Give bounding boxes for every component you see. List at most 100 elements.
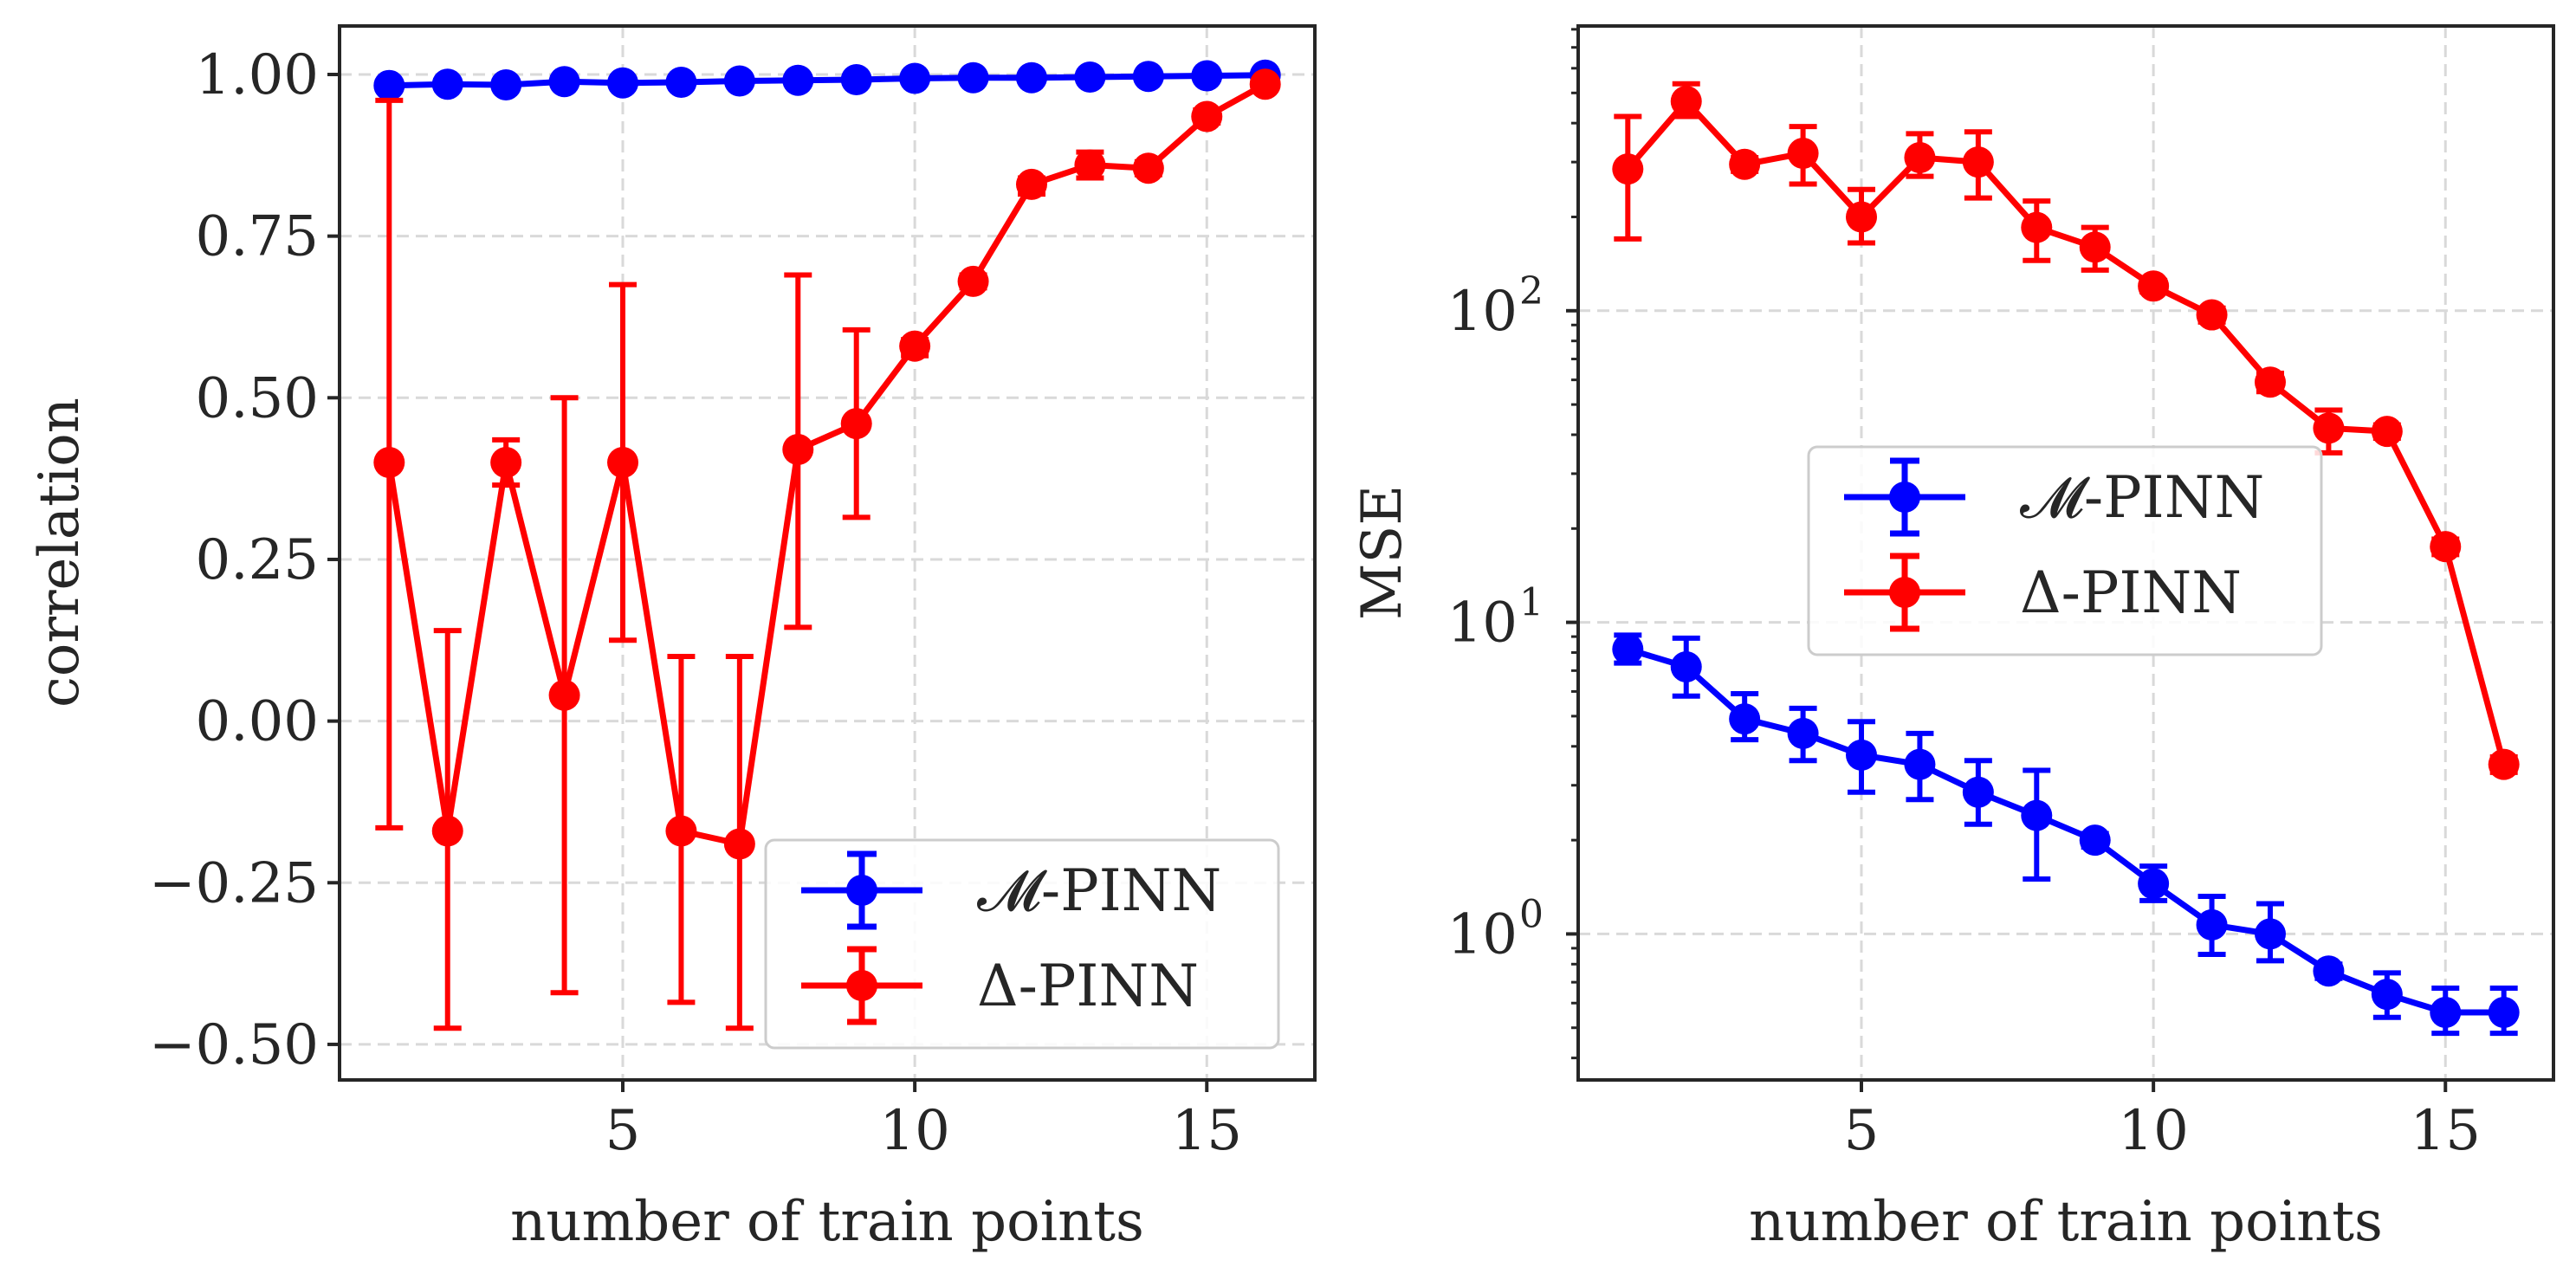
data-point [2313, 412, 2345, 444]
legend-handle-delta-pinn [1844, 553, 1965, 632]
data-point [1015, 61, 1047, 94]
legend-marker [846, 970, 877, 1001]
data-point [490, 68, 522, 100]
y-tick-label: 10 [1447, 902, 1518, 966]
data-point [431, 68, 463, 100]
data-point [1191, 100, 1223, 133]
legend: 𝓜-PINN Δ-PINN [1807, 445, 2323, 656]
legend-handle-delta-pinn [801, 946, 922, 1025]
data-point [373, 69, 405, 101]
x-tick-label: 10 [2118, 1099, 2188, 1163]
data-point [548, 679, 580, 711]
data-point [2430, 531, 2462, 563]
data-point [2254, 366, 2286, 398]
data-point [2488, 997, 2520, 1029]
data-point [1249, 68, 1281, 100]
data-point [840, 408, 872, 440]
data-point [1132, 152, 1164, 184]
data-point [2371, 979, 2403, 1011]
series-line [389, 72, 1265, 89]
data-point [1612, 153, 1644, 185]
series-m-pinn [1612, 632, 2520, 1037]
data-point [2079, 824, 2111, 857]
legend-label-delta-pinn: Δ-PINN [2020, 559, 2242, 626]
data-point [1729, 148, 1761, 180]
data-point [1904, 748, 1936, 780]
data-point [1191, 60, 1223, 92]
axes-frame [338, 24, 1317, 1082]
data-point [723, 828, 755, 860]
y-tick-label: −0.25 [149, 851, 319, 915]
data-point [1787, 717, 1819, 749]
data-point [2021, 211, 2053, 243]
data-point [1904, 142, 1936, 174]
y-tick-exponent: 1 [1519, 581, 1544, 625]
axis-ticks: 5 10 15 1.00 0.75 0.50 0.25 0.00 −0.25 −0.50 [149, 43, 1242, 1163]
y-tick-label: 10 [1447, 592, 1518, 656]
y-tick-label: 0.25 [196, 528, 320, 592]
data-point [2196, 299, 2228, 331]
data-point [957, 61, 989, 94]
data-point [723, 65, 755, 97]
y-tick-label: −0.50 [149, 1013, 319, 1077]
series-delta-pinn [373, 68, 1281, 1031]
data-point [490, 446, 522, 478]
x-tick-label: 15 [2411, 1099, 2481, 1163]
data-point [548, 66, 580, 98]
y-tick-exponent: 2 [1519, 269, 1544, 314]
data-point [782, 434, 814, 466]
data-point [607, 67, 639, 99]
x-axis-label: number of train points [1749, 1190, 2383, 1254]
plot-series [373, 59, 1281, 1031]
plot-series [1612, 81, 2520, 1037]
x-axis-label: number of train points [510, 1190, 1144, 1254]
data-point [2313, 955, 2345, 987]
y-tick-label: 1.00 [196, 43, 320, 107]
data-point [2079, 231, 2111, 263]
legend-marker [846, 875, 877, 906]
data-point [1074, 149, 1106, 181]
legend: 𝓜-PINN Δ-PINN [764, 838, 1280, 1050]
data-point [1787, 138, 1819, 170]
data-point [957, 265, 989, 297]
data-point [2021, 799, 2053, 831]
data-point [665, 66, 697, 98]
data-point [1132, 61, 1164, 93]
data-point [1074, 61, 1106, 93]
legend-handle-m-pinn [801, 850, 922, 930]
data-point [899, 330, 931, 362]
legend-marker [1889, 482, 1920, 513]
series-m-pinn [373, 59, 1281, 101]
data-point [665, 815, 697, 847]
series-line [1627, 646, 2504, 1016]
y-axis-label: correlation [28, 398, 92, 708]
data-point [1846, 201, 1878, 233]
data-point [431, 815, 463, 847]
series-delta-pinn [1612, 81, 2520, 780]
data-point [1962, 146, 1994, 178]
legend-label-m-pinn: 𝓜-PINN [977, 857, 1221, 924]
y-tick-label: 0.00 [196, 690, 320, 754]
x-tick-label: 5 [605, 1099, 641, 1163]
data-point [2196, 908, 2228, 941]
data-point [2138, 868, 2170, 900]
data-point [373, 446, 405, 478]
correlation-chart: 5 10 15 1.00 0.75 0.50 0.25 0.00 −0.25 −0.50 numb… [28, 24, 1317, 1254]
series-line [385, 81, 1267, 847]
data-point [2254, 918, 2286, 950]
axes-frame [1576, 24, 2555, 1082]
y-tick-label: 0.50 [196, 366, 320, 430]
data-point [1015, 168, 1047, 200]
legend-label-m-pinn: 𝓜-PINN [2020, 464, 2264, 531]
data-point [2138, 270, 2170, 302]
data-point [1846, 739, 1878, 771]
data-point [840, 63, 872, 95]
data-point [607, 446, 639, 478]
data-point [782, 64, 814, 96]
x-tick-label: 15 [1172, 1099, 1242, 1163]
data-point [2488, 748, 2520, 780]
data-point [2430, 997, 2462, 1029]
